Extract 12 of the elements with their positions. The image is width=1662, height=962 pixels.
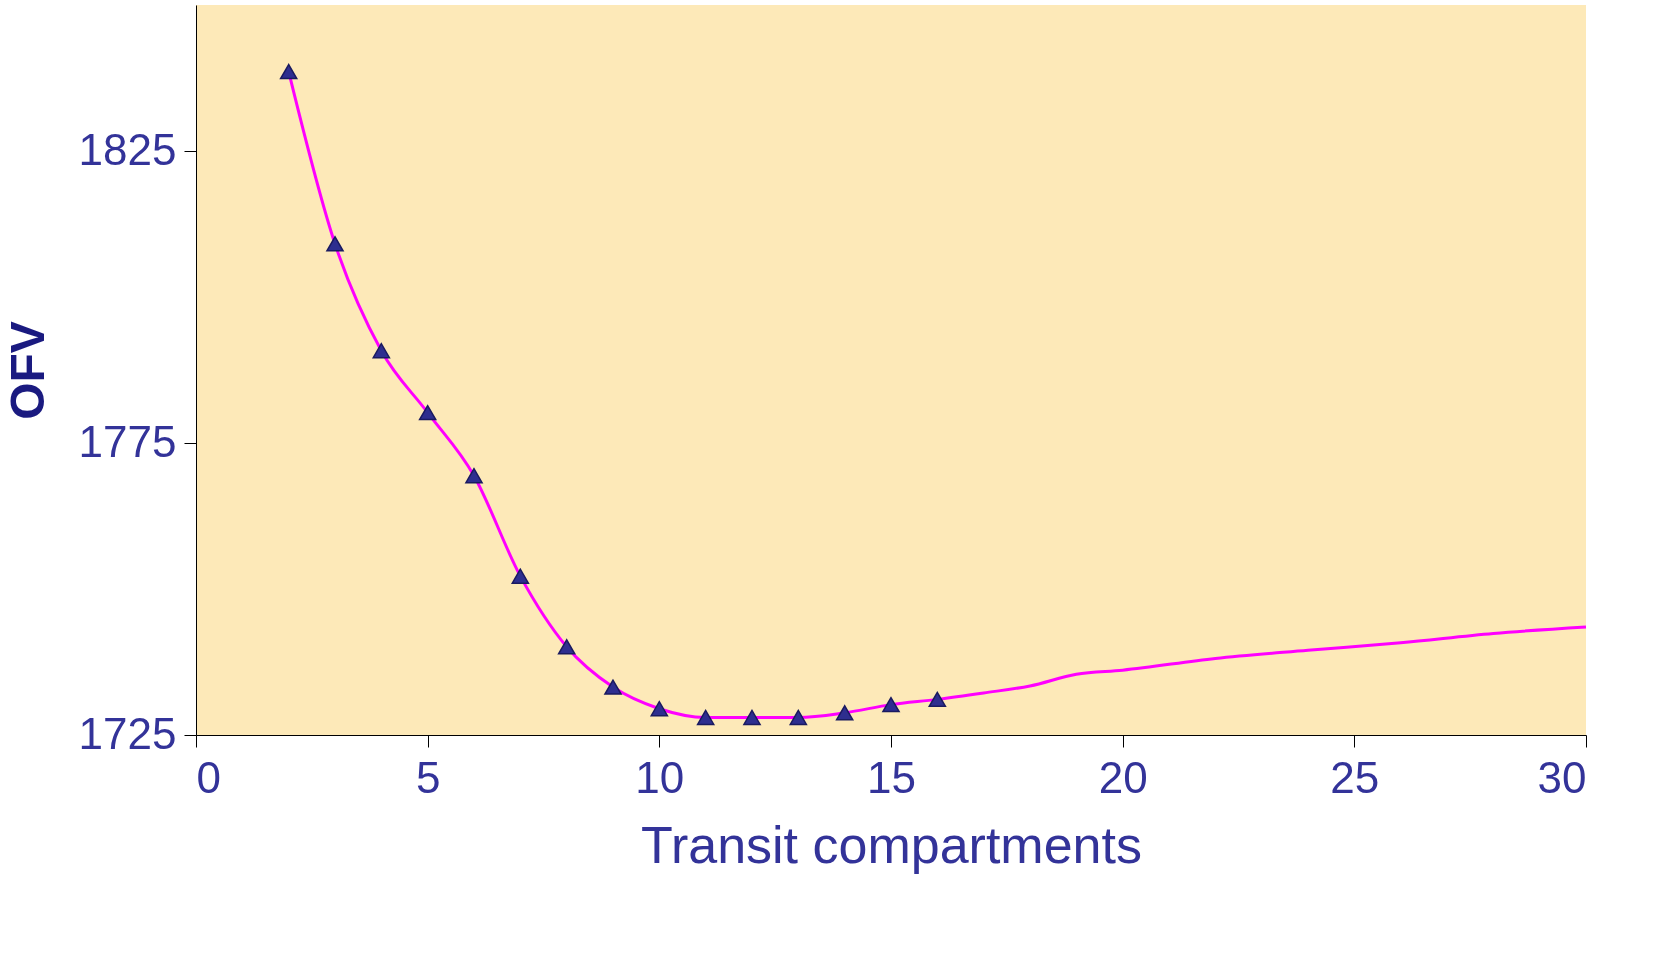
x-tick-label: 5 [415, 752, 441, 802]
x-axis-title: Transit compartments [641, 815, 1142, 874]
y-axis-title: OFV [0, 321, 54, 420]
x-tick-label: 20 [1098, 752, 1148, 802]
y-tick-label: 1825 [78, 124, 177, 174]
x-tick-label: 10 [635, 752, 685, 802]
x-tick-label: 0 [196, 752, 221, 802]
y-tick-label: 1725 [78, 708, 177, 758]
x-tick-label: 30 [1537, 752, 1587, 802]
y-tick-label: 1775 [78, 416, 177, 466]
x-tick-label: 25 [1330, 752, 1380, 802]
x-tick-label: 15 [867, 752, 916, 802]
